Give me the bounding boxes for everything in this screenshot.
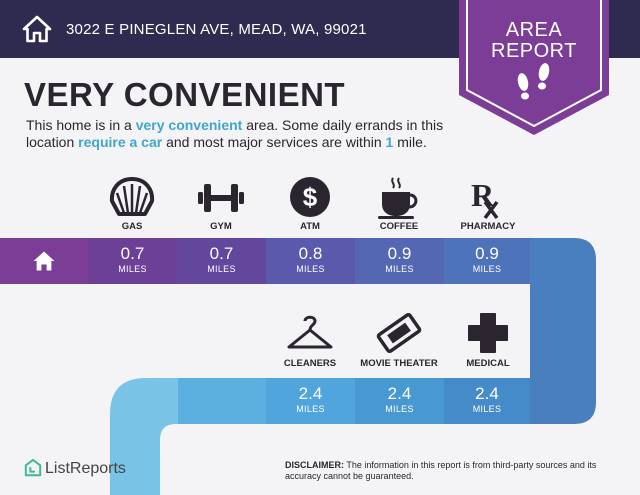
hanger-icon xyxy=(287,315,333,349)
home-icon xyxy=(22,15,52,43)
service-label-medical: MEDICAL xyxy=(466,358,510,369)
service-label-gym: GYM xyxy=(210,221,232,232)
dumbbell-icon xyxy=(198,184,244,212)
service-label-atm: ATM xyxy=(300,221,320,232)
page-title: VERY CONVENIENT xyxy=(24,76,346,113)
dollar-icon: $ xyxy=(290,177,330,217)
disclaimer-text: The information in this report is from t… xyxy=(285,460,597,481)
distance-gas: 0.7 MILES xyxy=(88,238,177,284)
svg-text:$: $ xyxy=(303,182,318,212)
distance-gym: 0.7 MILES xyxy=(177,238,266,284)
listreports-logo: ListReports xyxy=(45,460,126,477)
coffee-cup-icon xyxy=(378,177,418,219)
distance-cleaners: 2.4 MILES xyxy=(266,378,355,424)
distance-atm: 0.8 MILES xyxy=(266,238,355,284)
service-label-pharmacy: PHARMACY xyxy=(460,221,516,232)
home-marker-icon xyxy=(33,251,55,271)
property-address: 3022 E PINEGLEN AVE, MEAD, WA, 99021 xyxy=(66,21,367,38)
service-label-cleaners: CLEANERS xyxy=(283,358,337,369)
svg-text:R: R xyxy=(471,177,495,213)
disclaimer-label: DISCLAIMER: xyxy=(285,460,344,470)
distance-movie-theater: 2.4 MILES xyxy=(355,378,444,424)
distance-pharmacy: 0.9 MILES xyxy=(444,238,530,284)
service-label-coffee: COFFEE xyxy=(379,221,419,232)
rx-icon: R xyxy=(471,177,499,220)
gas-shell-icon xyxy=(109,177,155,216)
area-report-badge xyxy=(459,0,609,135)
medical-cross-icon xyxy=(468,313,508,353)
ticket-icon xyxy=(376,312,422,354)
service-label-gas: GAS xyxy=(121,221,143,232)
distance-medical: 2.4 MILES xyxy=(444,378,530,424)
listreports-logo-icon xyxy=(24,458,42,477)
distance-coffee: 0.9 MILES xyxy=(355,238,444,284)
badge-title-line2: REPORT xyxy=(491,40,577,62)
footprints-icon xyxy=(517,63,550,100)
badge-title: AREA REPORT xyxy=(459,20,609,62)
summary-text: This home is in a very convenient area. … xyxy=(26,117,444,150)
home-cell xyxy=(0,238,88,284)
badge-title-line1: AREA xyxy=(505,19,563,41)
disclaimer: DISCLAIMER: The information in this repo… xyxy=(285,460,620,482)
service-label-movie-theater: MOVIE THEATER xyxy=(360,358,438,369)
distance-row-1: 0.7 MILES 0.7 MILES 0.8 MILES 0.9 MILES 0.9 M… xyxy=(0,238,530,284)
distance-row-2: 2.4 MILES 2.4 MILES 2.4 MILES xyxy=(266,378,530,424)
